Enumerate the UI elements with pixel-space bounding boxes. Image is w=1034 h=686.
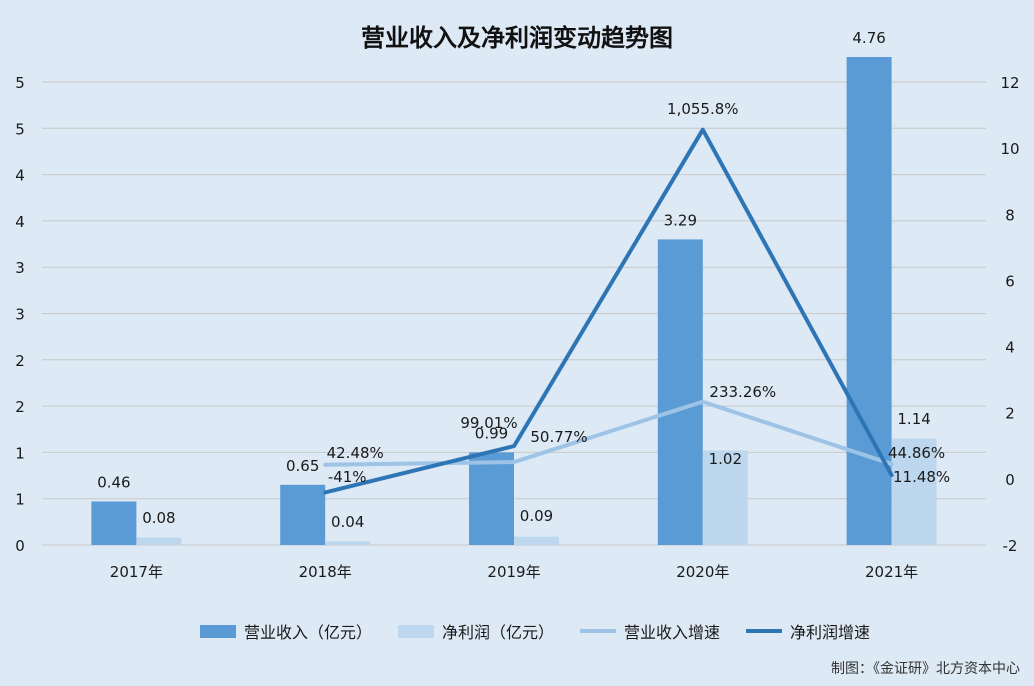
y-left-tick-label: 5 xyxy=(15,120,25,138)
bar-profit xyxy=(325,541,371,545)
data-label-profit: 1.02 xyxy=(709,450,742,468)
y-left-tick-label: 1 xyxy=(15,491,25,509)
y-right-tick-label: 0 xyxy=(1005,471,1015,489)
data-label-revenue: 0.46 xyxy=(97,473,130,491)
x-tick-label: 2020年 xyxy=(676,563,729,581)
y-left-tick-label: 3 xyxy=(15,259,25,277)
y-left-tick-label: 3 xyxy=(15,306,25,324)
bar-revenue xyxy=(469,452,514,545)
y-left-tick-label: 4 xyxy=(15,167,25,185)
bar-revenue xyxy=(657,239,703,546)
legend-item-revenue-growth: 营业收入增速 xyxy=(580,619,720,643)
bar-revenue xyxy=(280,484,326,545)
data-label-revenue-growth: 233.26% xyxy=(709,383,776,401)
data-label-profit: 1.14 xyxy=(897,410,930,428)
data-label-profit: 0.09 xyxy=(520,507,553,525)
y-right-tick-label: -2 xyxy=(1003,537,1018,555)
y-right-tick-label: 10 xyxy=(1000,140,1019,158)
x-tick-label: 2019年 xyxy=(487,563,540,581)
legend-swatch-profit-growth xyxy=(746,629,783,633)
bar-profit xyxy=(702,450,748,545)
legend-swatch-revenue xyxy=(200,624,236,638)
y-left-tick-label: 0 xyxy=(15,537,25,555)
data-label-revenue: 0.99 xyxy=(475,424,508,442)
y-right-tick-label: 6 xyxy=(1005,272,1015,290)
bar-profit xyxy=(136,537,182,545)
legend-item-profit-growth: 净利润增速 xyxy=(746,619,870,643)
legend-swatch-revenue-growth xyxy=(580,629,617,633)
data-label-profit-growth: 99.01% xyxy=(460,414,517,432)
line-revenue-growth xyxy=(323,399,894,467)
legend-item-revenue: 营业收入（亿元） xyxy=(200,619,372,643)
legend-label-revenue: 营业收入（亿元） xyxy=(244,623,373,642)
y-right-tick-label: 2 xyxy=(1005,405,1015,423)
legend-item-profit: 净利润（亿元） xyxy=(398,619,554,643)
legend-label-profit: 净利润（亿元） xyxy=(442,623,555,642)
y-right-tick-label: 12 xyxy=(1000,74,1019,92)
legend-swatch-profit xyxy=(398,624,435,638)
bar-revenue xyxy=(91,501,137,545)
bar-profit xyxy=(891,438,937,545)
chart-legend: 营业收入（亿元） 净利润（亿元） 营业收入增速 净利润增速 xyxy=(200,619,1000,643)
legend-label-revenue-growth: 营业收入增速 xyxy=(624,623,721,642)
line-profit-growth xyxy=(323,127,894,495)
data-label-profit-growth: 11.48% xyxy=(893,468,950,486)
y-left-tick-label: 2 xyxy=(15,398,25,416)
y-left-tick-label: 5 xyxy=(15,74,25,92)
legend-label-profit-growth: 净利润增速 xyxy=(790,623,871,642)
data-label-profit: 0.04 xyxy=(331,513,364,531)
y-right-tick-label: 4 xyxy=(1005,339,1015,357)
data-label-profit-growth: 1,055.8% xyxy=(667,100,739,118)
x-tick-label: 2021年 xyxy=(865,563,918,581)
data-label-profit-growth: -41% xyxy=(328,468,367,486)
source-note: 制图：《金证研》北方资本中心 xyxy=(831,661,1020,677)
data-label-revenue: 0.65 xyxy=(286,457,319,475)
y-left-tick-label: 4 xyxy=(15,213,25,231)
x-tick-label: 2018年 xyxy=(299,563,352,581)
data-label-revenue-growth: 44.86% xyxy=(888,444,945,462)
data-label-revenue-growth: 50.77% xyxy=(530,428,587,446)
chart-title: 营业收入及净利润变动趋势图 xyxy=(361,24,673,52)
x-tick-label: 2017年 xyxy=(110,563,163,581)
y-right-tick-label: 8 xyxy=(1005,206,1015,224)
data-label-revenue-growth: 42.48% xyxy=(327,444,384,462)
y-left-tick-label: 2 xyxy=(15,352,25,370)
data-label-revenue: 3.29 xyxy=(664,211,697,229)
data-label-profit: 0.08 xyxy=(142,509,175,527)
data-label-revenue: 4.76 xyxy=(852,29,885,47)
bar-revenue xyxy=(846,56,892,546)
y-left-tick-label: 1 xyxy=(15,444,25,462)
bar-profit xyxy=(514,536,559,545)
